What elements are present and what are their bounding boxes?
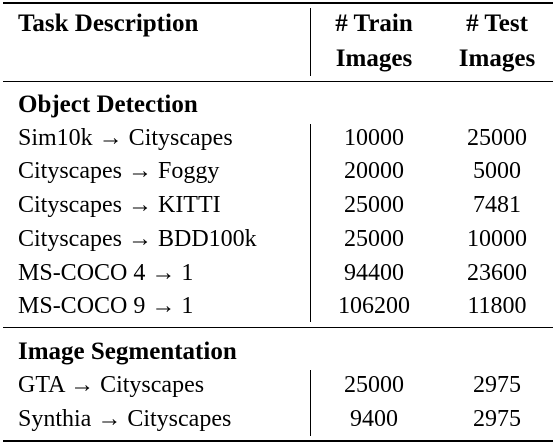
task-cell: MS-COCO 4 → 1 [18,260,194,286]
task-cell: Cityscapes → Foggy [18,158,220,184]
train-images-cell: 25000 [344,226,404,252]
train-images-cell: 94400 [344,260,404,286]
train-images-cell: 10000 [344,125,404,151]
section-title-image-segmentation: Image Segmentation [18,338,237,365]
header-task-description: Task Description [18,10,199,37]
test-images-cell: 5000 [473,158,521,184]
train-images-cell: 106200 [338,293,410,319]
test-images-cell: 2975 [473,372,521,398]
train-images-cell: 25000 [344,372,404,398]
task-cell: GTA → Cityscapes [18,372,205,398]
top-rule [3,2,553,4]
header-train-line2: Images [335,45,413,72]
train-images-cell: 25000 [344,192,404,218]
test-images-cell: 11800 [467,293,527,319]
test-images-cell: 7481 [473,192,521,218]
task-cell: Synthia → Cityscapes [18,406,232,432]
header-test-line1: # Test [466,10,528,37]
train-images-cell: 9400 [350,406,398,432]
bottom-rule [3,440,553,442]
header-column-divider [310,8,311,76]
task-cell: Sim10k → Cityscapes [18,125,233,151]
section-title-object-detection: Object Detection [18,91,198,118]
task-cell: MS-COCO 9 → 1 [18,293,194,319]
header-test-line2: Images [458,45,536,72]
test-images-cell: 23600 [467,260,527,286]
image-segmentation-column-divider [310,370,311,436]
task-cell: Cityscapes → KITTI [18,192,221,218]
test-images-cell: 2975 [473,406,521,432]
test-images-cell: 10000 [467,226,527,252]
header-rule [3,81,553,82]
header-train-line1: # Train [335,10,413,37]
task-cell: Cityscapes → BDD100k [18,226,257,252]
section-rule [3,327,553,328]
train-images-cell: 20000 [344,158,404,184]
object-detection-column-divider [310,124,311,322]
test-images-cell: 25000 [467,125,527,151]
